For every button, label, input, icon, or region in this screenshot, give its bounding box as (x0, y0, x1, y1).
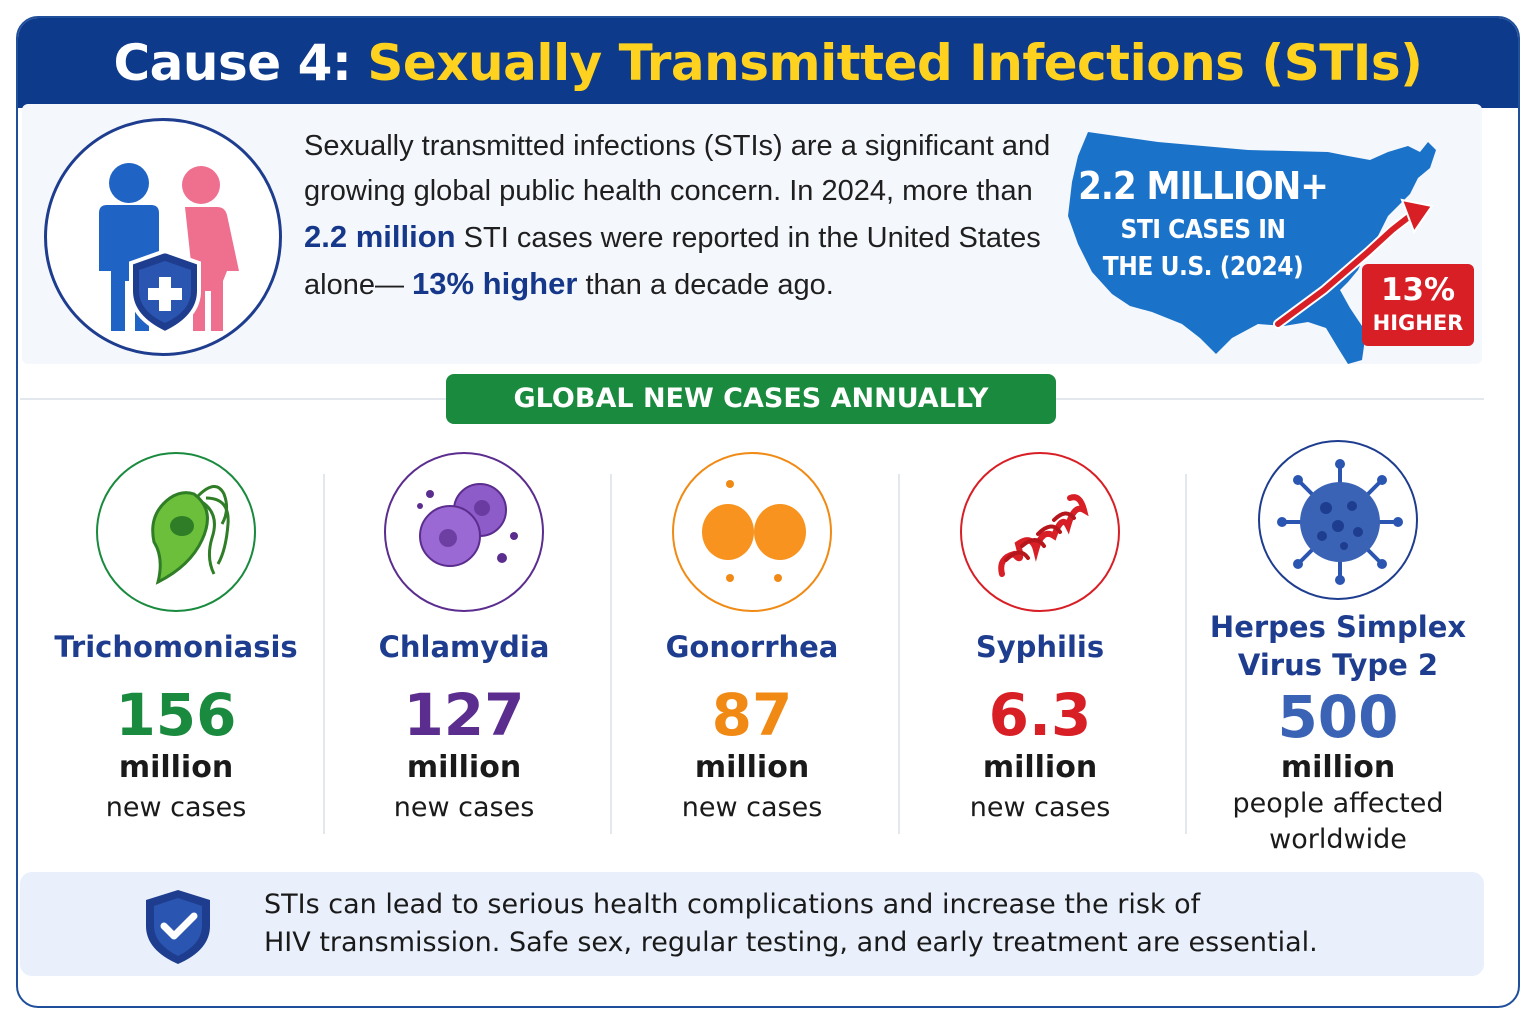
title-lead: Cause 4: (113, 34, 352, 92)
note-line-1: STIs can lead to serious health complica… (264, 889, 1201, 920)
note-line-2: HIV transmission. Safe sex, regular test… (264, 927, 1318, 958)
people-shield-icon (44, 118, 282, 356)
stat-syphilis: Syphilis 6.3 million new cases (896, 440, 1184, 860)
stat-description: new cases (681, 792, 823, 823)
stat-name: Herpes Simplex Virus Type 2 (1194, 608, 1482, 684)
us-cases-label-2: THE U.S. (2024) (1102, 252, 1304, 282)
stat-description: people affected worldwide (1194, 786, 1482, 858)
stat-number: 127 (403, 681, 525, 749)
intro-paragraph: Sexually transmitted infections (STIs) a… (304, 124, 1064, 308)
intro-text-part1: Sexually transmitted infections (STIs) a… (304, 130, 1051, 207)
us-cases-value: 2.2 MILLION+ (1078, 164, 1329, 208)
stat-number: 87 (711, 681, 793, 749)
column-divider (898, 474, 900, 834)
column-divider (323, 474, 325, 834)
stat-unit: million (694, 750, 810, 785)
increase-badge-label: HIGHER (1372, 311, 1464, 335)
chlamydia-bacteria-icon (384, 452, 544, 612)
intro-text-part3: than a decade ago. (577, 269, 834, 301)
column-divider (1185, 474, 1187, 834)
health-note: STIs can lead to serious health complica… (20, 872, 1484, 976)
stat-description: new cases (969, 792, 1111, 823)
stat-name: Syphilis (975, 630, 1105, 664)
virus-icon (1258, 440, 1418, 600)
page-title: Cause 4: Sexually Transmitted Infections… (18, 18, 1518, 108)
us-map-icon: 2.2 MILLION+ STI CASES IN THE U.S. (2024… (1048, 112, 1478, 374)
stat-trichomoniasis: Trichomoniasis 156 million new cases (32, 440, 320, 860)
section-title: GLOBAL NEW CASES ANNUALLY (446, 374, 1056, 424)
increase-badge-percent: 13% (1380, 272, 1456, 308)
stat-name: Chlamydia (378, 630, 550, 664)
stat-description: new cases (105, 792, 247, 823)
stat-unit: million (982, 750, 1098, 785)
stat-unit: million (406, 750, 522, 785)
stat-unit: million (118, 750, 234, 785)
stat-number: 6.3 (988, 681, 1092, 749)
stat-description-line-2: worldwide (1269, 824, 1407, 855)
spirochete-icon (960, 452, 1120, 612)
diplococcus-icon (672, 452, 832, 612)
increase-badge: 13% HIGHER (1362, 264, 1474, 346)
trichomonas-parasite-icon (96, 452, 256, 612)
stat-name-line-2: Virus Type 2 (1237, 648, 1439, 682)
intro-highlight-increase: 13% higher (412, 266, 578, 301)
note-text: STIs can lead to serious health complica… (264, 886, 1424, 962)
intro-highlight-cases: 2.2 million (304, 219, 456, 254)
us-cases-label-1: STI CASES IN (1120, 215, 1287, 245)
stat-herpes: Herpes Simplex Virus Type 2 500 million … (1194, 440, 1482, 860)
shield-check-icon (140, 886, 216, 971)
stat-name: Trichomoniasis (54, 630, 298, 664)
stat-unit: million (1280, 750, 1396, 785)
stat-number: 500 (1277, 683, 1399, 751)
column-divider (610, 474, 612, 834)
stat-number: 156 (115, 681, 237, 749)
intro-text-part2: STI cases were reported in the United St… (304, 222, 1041, 301)
stat-description-line-1: people affected (1232, 788, 1444, 819)
stats-row: Trichomoniasis 156 million new cases Chl… (0, 440, 1536, 860)
stat-name: Gonorrhea (665, 630, 839, 664)
stat-name-line-1: Herpes Simplex (1209, 610, 1467, 644)
stat-chlamydia: Chlamydia 127 million new cases (320, 440, 608, 860)
us-cases-figure: 2.2 MILLION+ STI CASES IN THE U.S. (2024… (1078, 164, 1329, 286)
stat-gonorrhea: Gonorrhea 87 million new cases (608, 440, 896, 860)
title-main: Sexually Transmitted Infections (STIs) (367, 34, 1423, 92)
stat-description: new cases (393, 792, 535, 823)
